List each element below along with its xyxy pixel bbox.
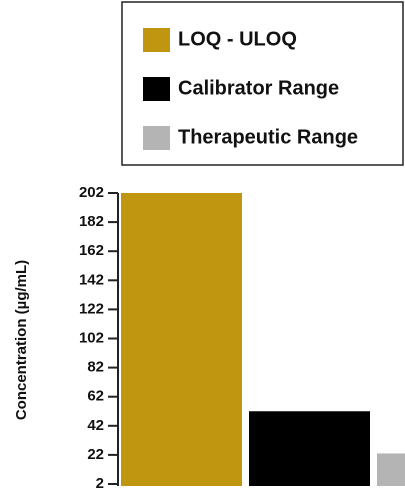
y-tick-label: 2 (96, 475, 104, 492)
y-tick-label: 122 (79, 300, 104, 317)
y-axis-label: Concentration (µg/mL) (13, 260, 30, 420)
y-tick-label: 182 (79, 213, 104, 230)
legend-box (121, 1, 404, 166)
y-tick-label: 42 (87, 417, 104, 434)
legend-swatch (143, 77, 170, 101)
legend-swatch (143, 28, 170, 52)
y-tick-label: 102 (79, 329, 104, 346)
legend-label: LOQ - ULOQ (178, 28, 297, 50)
legend-swatch (143, 126, 170, 150)
y-tick-label: 82 (87, 359, 104, 376)
y-tick-label: 22 (87, 446, 104, 463)
legend-label: Calibrator Range (178, 77, 339, 99)
bar (121, 193, 242, 486)
legend-label: Therapeutic Range (178, 126, 358, 148)
bar (249, 411, 370, 486)
bar (377, 453, 405, 486)
y-tick-label: 62 (87, 388, 104, 405)
y-tick-label: 202 (79, 184, 104, 201)
y-tick-label: 142 (79, 271, 104, 288)
y-tick-label: 162 (79, 242, 104, 259)
